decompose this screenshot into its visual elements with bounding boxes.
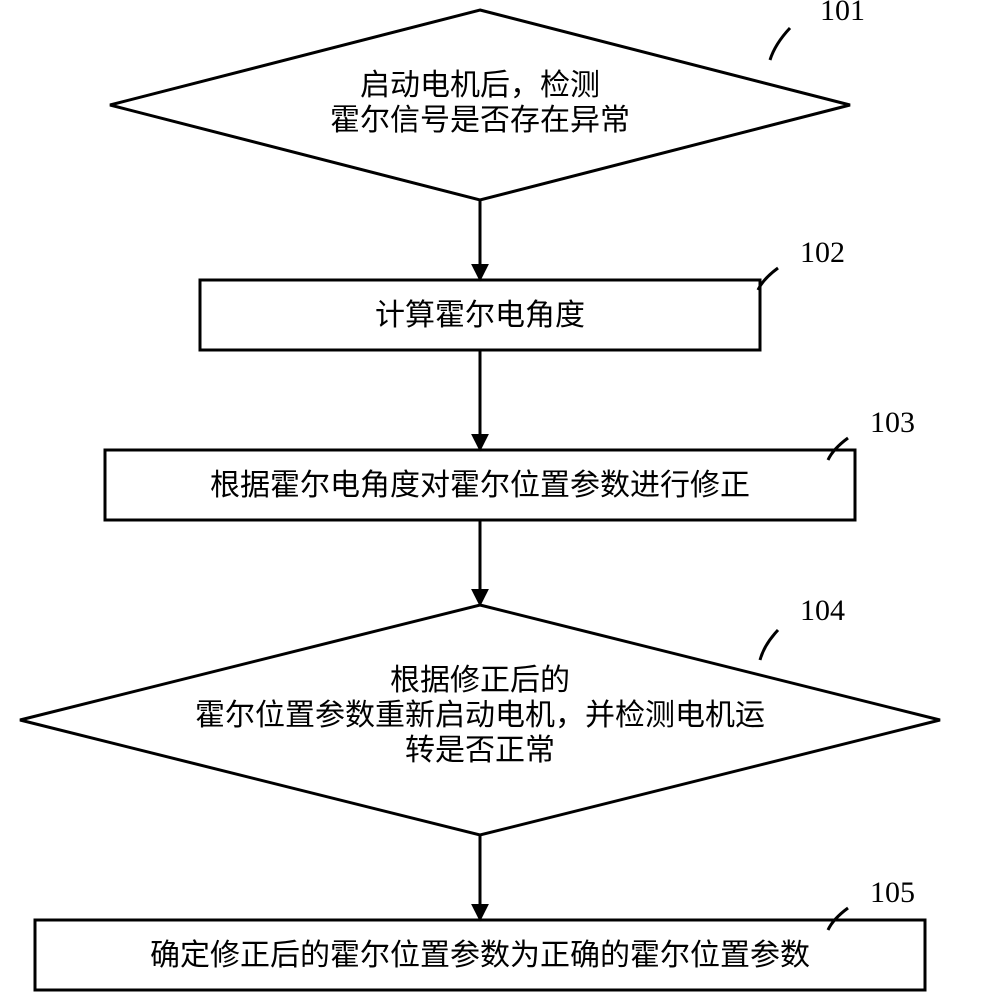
svg-text:确定修正后的霍尔位置参数为正确的霍尔位置参数: 确定修正后的霍尔位置参数为正确的霍尔位置参数 (150, 939, 810, 972)
svg-text:计算霍尔电角度: 计算霍尔电角度 (375, 299, 585, 332)
svg-text:103: 103 (870, 406, 915, 439)
svg-text:根据修正后的: 根据修正后的 (390, 664, 570, 697)
svg-text:霍尔信号是否存在异常: 霍尔信号是否存在异常 (330, 104, 630, 137)
svg-text:102: 102 (800, 236, 845, 269)
svg-text:105: 105 (870, 876, 915, 909)
svg-text:101: 101 (820, 0, 865, 27)
svg-text:104: 104 (800, 594, 845, 627)
svg-text:启动电机后，检测: 启动电机后，检测 (360, 69, 600, 102)
flowchart-diagram: 启动电机后，检测霍尔信号是否存在异常 101 计算霍尔电角度 102 根据霍尔电角度对霍… (0, 0, 997, 1000)
svg-text:霍尔位置参数重新启动电机，并检测电机运: 霍尔位置参数重新启动电机，并检测电机运 (195, 699, 765, 732)
svg-text:转是否正常: 转是否正常 (405, 734, 555, 767)
svg-text:根据霍尔电角度对霍尔位置参数进行修正: 根据霍尔电角度对霍尔位置参数进行修正 (210, 469, 750, 502)
